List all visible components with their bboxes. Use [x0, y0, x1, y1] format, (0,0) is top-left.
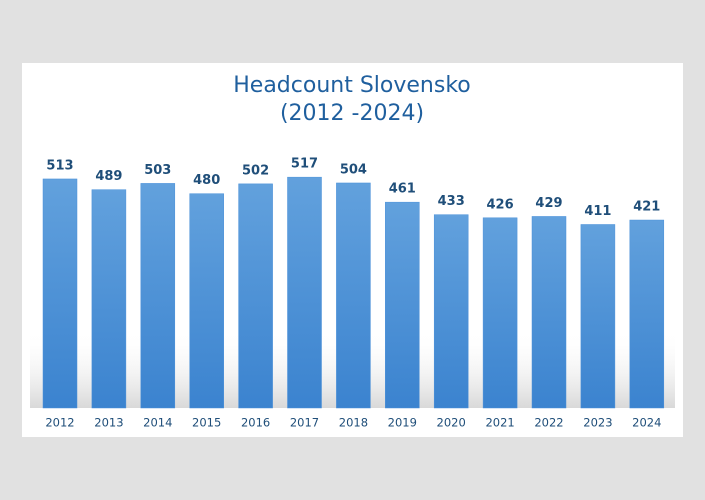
value-label: 503: [144, 163, 171, 178]
bar: [580, 224, 616, 409]
bar: [42, 178, 78, 409]
x-tick-label: 2013: [94, 416, 123, 430]
value-label: 513: [46, 158, 73, 173]
chart-title: Headcount Slovensko: [233, 73, 471, 98]
bar: [140, 183, 176, 409]
value-label: 480: [193, 173, 220, 188]
bar: [629, 219, 665, 409]
x-tick-label: 2019: [388, 416, 417, 430]
x-tick-label: 2015: [192, 416, 221, 430]
bar: [482, 217, 518, 409]
value-label: 429: [535, 196, 562, 211]
bar: [189, 193, 224, 409]
value-label: 433: [438, 194, 465, 209]
bar: [91, 189, 127, 409]
value-label: 517: [291, 157, 318, 172]
bar: [385, 201, 420, 409]
chart-subtitle: (2012 -2024): [280, 101, 424, 126]
x-tick-label: 2016: [241, 416, 270, 430]
value-label: 411: [584, 204, 611, 219]
value-label: 489: [95, 169, 122, 184]
x-tick-label: 2021: [485, 416, 514, 430]
x-tick-label: 2014: [143, 416, 172, 430]
x-tick-label: 2023: [583, 416, 612, 430]
bar: [238, 183, 273, 409]
value-label: 502: [242, 163, 269, 178]
x-tick-label: 2020: [437, 416, 466, 430]
x-tick-label: 2018: [339, 416, 368, 430]
x-tick-label: 2024: [632, 416, 661, 430]
value-label: 421: [633, 200, 660, 215]
x-tick-label: 2012: [45, 416, 74, 430]
bar: [531, 216, 567, 409]
value-label: 461: [389, 182, 416, 197]
bar: [287, 176, 322, 409]
x-tick-label: 2022: [534, 416, 563, 430]
value-label: 426: [487, 197, 514, 212]
x-tick-label: 2017: [290, 416, 319, 430]
bar: [433, 214, 469, 409]
bar: [336, 182, 371, 409]
value-label: 504: [340, 162, 367, 177]
